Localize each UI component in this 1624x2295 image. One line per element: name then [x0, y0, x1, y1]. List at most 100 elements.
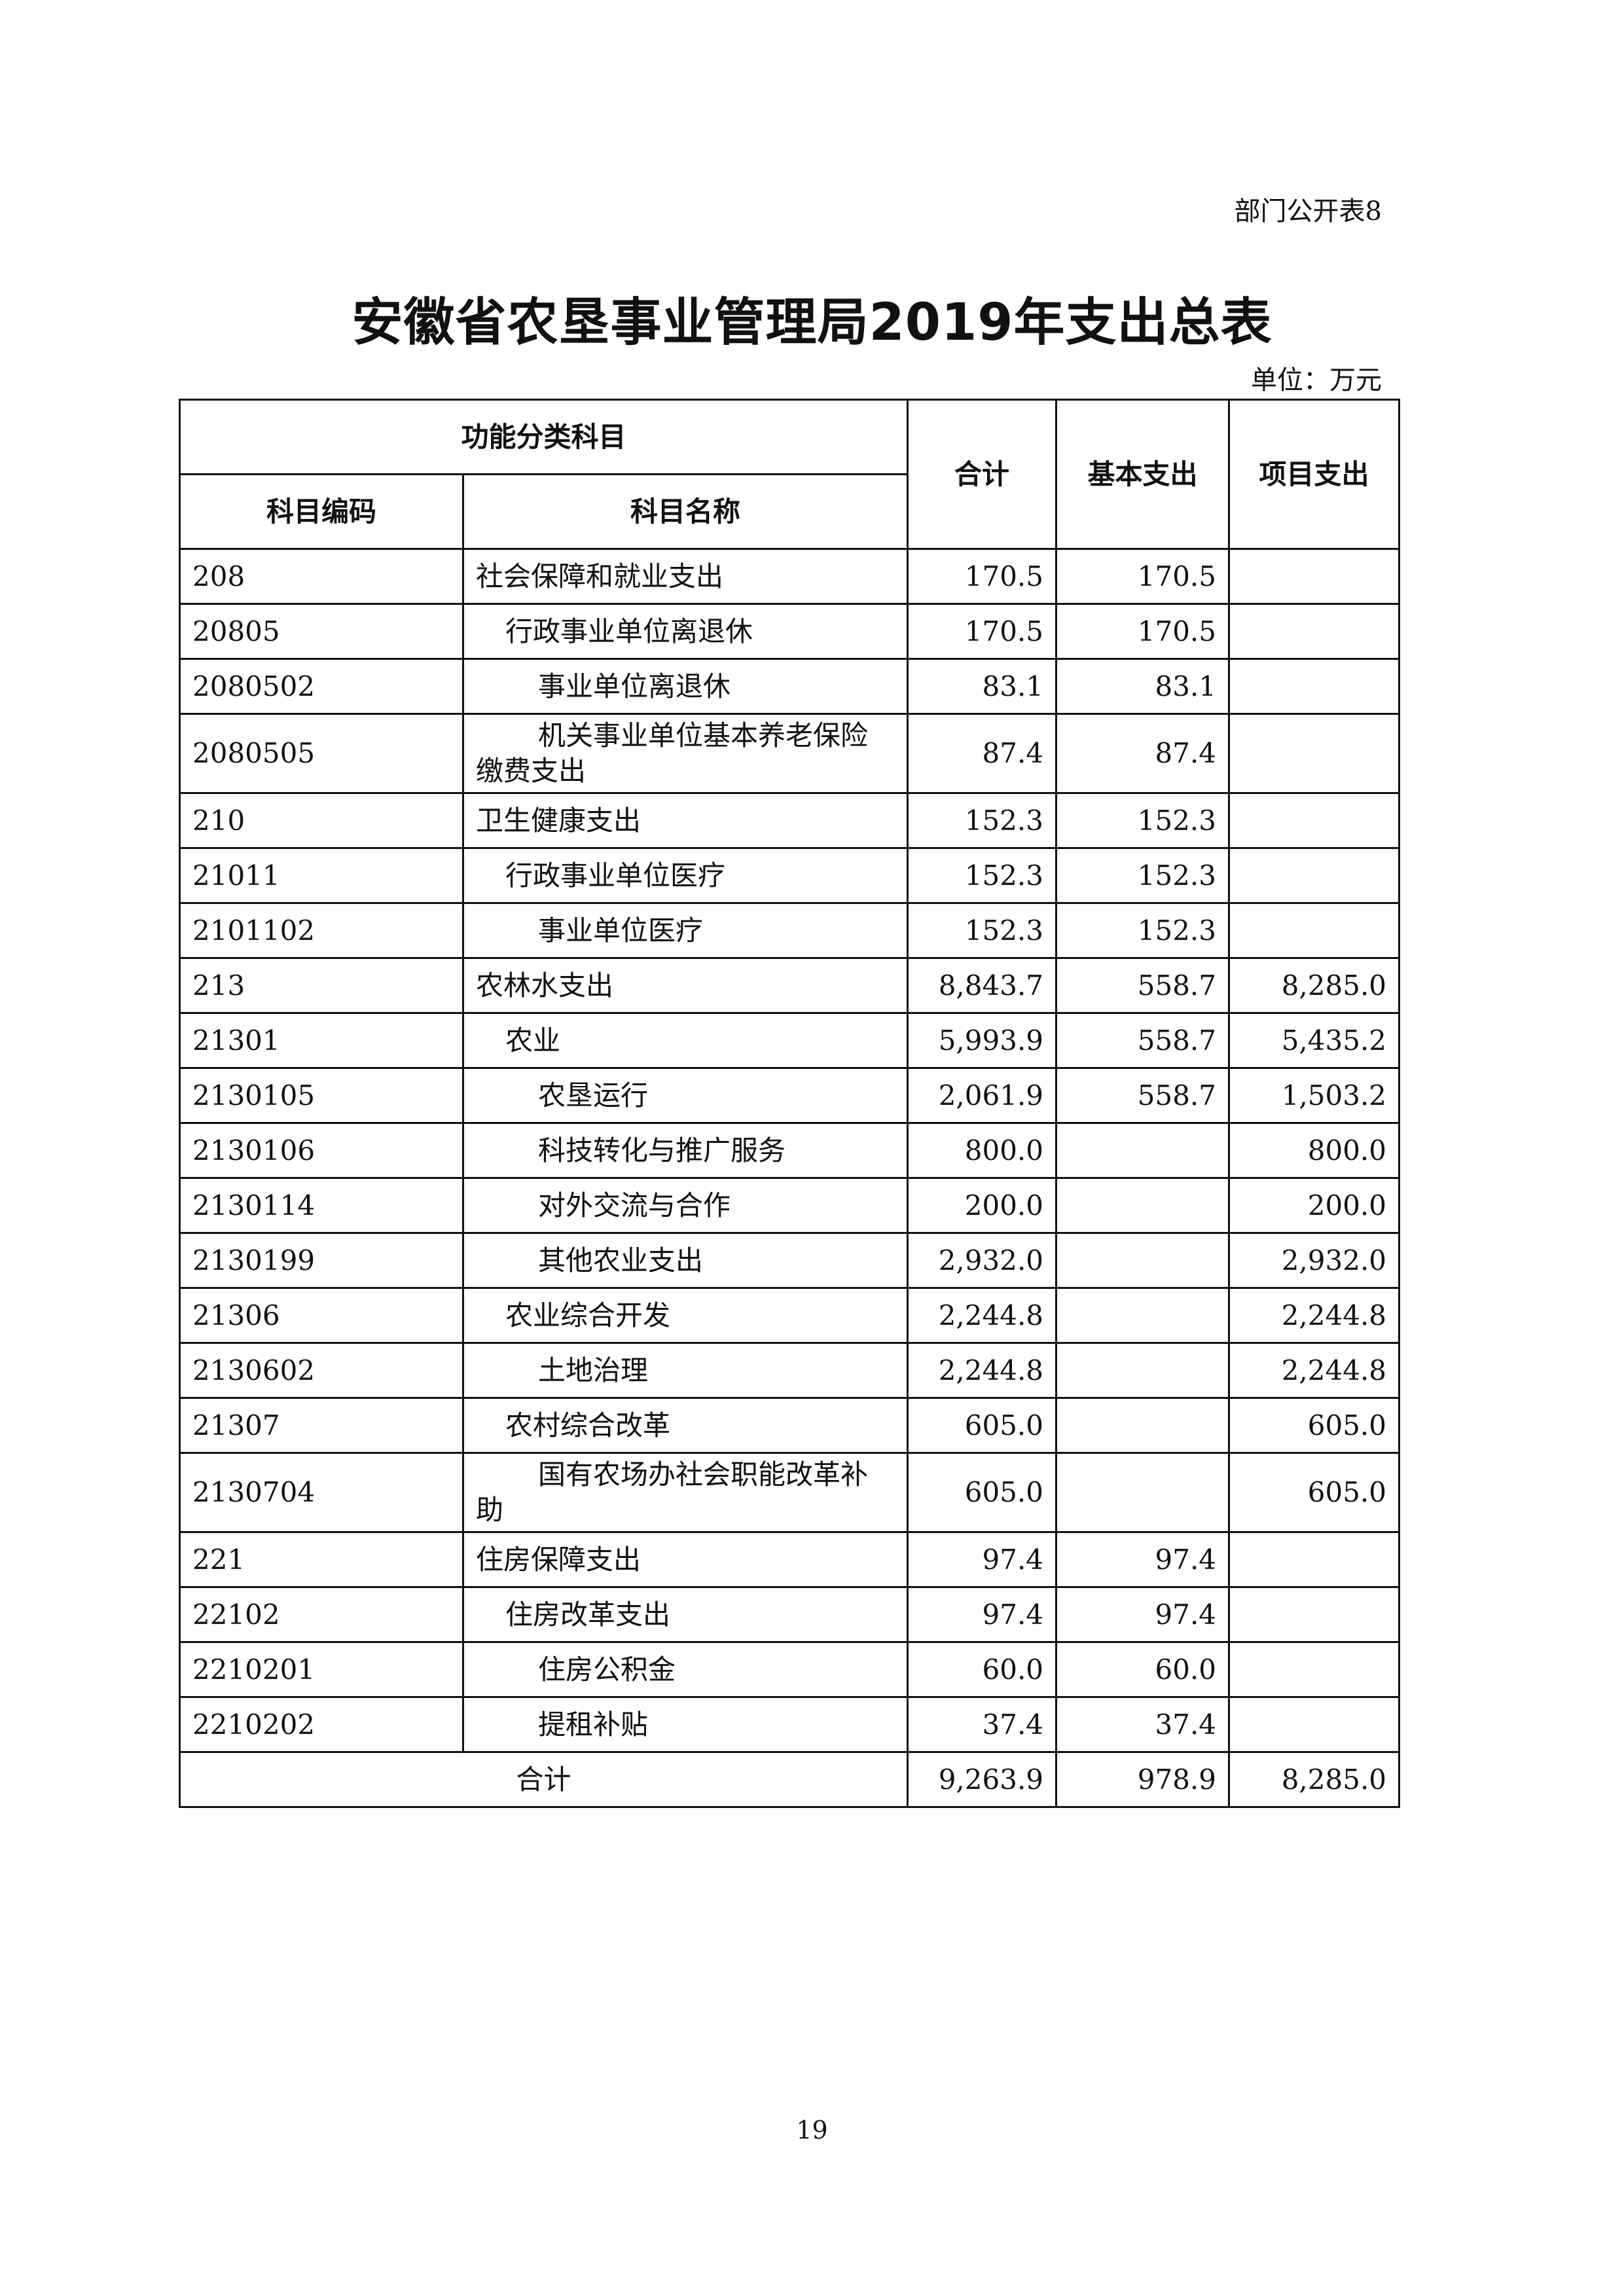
cell-total: 605.0 — [907, 1452, 1058, 1533]
grand-total-total: 9,263.9 — [907, 1751, 1058, 1808]
cell-project — [1228, 658, 1401, 715]
cell-total: 97.4 — [907, 1531, 1058, 1588]
cell-name: 住房改革支出 — [461, 1586, 909, 1643]
table-row: 2080505 机关事业单位基本养老保险缴费支出 87.4 87.4 — [179, 713, 1401, 794]
cell-project — [1228, 902, 1401, 959]
grand-total-project: 8,285.0 — [1228, 1751, 1401, 1808]
header-total: 合计 — [907, 399, 1058, 550]
cell-project — [1228, 1586, 1401, 1643]
cell-project — [1228, 792, 1401, 849]
cell-project — [1228, 603, 1401, 660]
cell-total: 5,993.9 — [907, 1012, 1058, 1069]
table-row: 213 农林水支出 8,843.7 558.7 8,285.0 — [179, 957, 1401, 1014]
cell-basic: 87.4 — [1055, 713, 1231, 794]
cell-total: 2,932.0 — [907, 1232, 1058, 1289]
cell-project — [1228, 1641, 1401, 1698]
cell-total: 152.3 — [907, 902, 1058, 959]
table-row: 2130199 其他农业支出 2,932.0 2,932.0 — [179, 1232, 1401, 1289]
cell-basic — [1055, 1342, 1231, 1399]
header-code: 科目编码 — [179, 473, 464, 550]
cell-basic: 558.7 — [1055, 1012, 1231, 1069]
cell-code: 2210202 — [179, 1696, 464, 1753]
cell-name: 农业 — [461, 1012, 909, 1069]
cell-project: 2,244.8 — [1228, 1287, 1401, 1344]
grand-total-label: 合计 — [178, 1751, 909, 1808]
cell-project — [1228, 548, 1401, 605]
cell-basic — [1055, 1122, 1231, 1179]
table-row: 2130704 国有农场办社会职能改革补助 605.0 605.0 — [179, 1452, 1401, 1533]
cell-basic — [1055, 1397, 1231, 1454]
cell-name: 事业单位医疗 — [461, 902, 909, 959]
cell-project — [1228, 713, 1401, 794]
cell-name: 住房公积金 — [461, 1641, 909, 1698]
cell-basic: 152.3 — [1055, 792, 1231, 849]
cell-code: 213 — [179, 957, 464, 1014]
cell-basic: 170.5 — [1055, 548, 1231, 605]
page-title: 安徽省农垦事业管理局2019年支出总表 — [352, 293, 1272, 352]
cell-code: 2130704 — [179, 1452, 464, 1533]
cell-basic: 152.3 — [1055, 902, 1231, 959]
cell-name: 行政事业单位离退休 — [461, 603, 909, 660]
cell-code: 2130199 — [179, 1232, 464, 1289]
cell-name: 科技转化与推广服务 — [461, 1122, 909, 1179]
cell-project — [1228, 1696, 1401, 1753]
cell-basic: 152.3 — [1055, 847, 1231, 904]
cell-basic: 558.7 — [1055, 957, 1231, 1014]
cell-total: 170.5 — [907, 548, 1058, 605]
table-row: 221 住房保障支出 97.4 97.4 — [179, 1531, 1401, 1588]
cell-code: 208 — [179, 548, 464, 605]
cell-code: 2130602 — [179, 1342, 464, 1399]
cell-name: 提租补贴 — [461, 1696, 909, 1753]
cell-name: 农业综合开发 — [461, 1287, 909, 1344]
cell-code: 2130106 — [179, 1122, 464, 1179]
cell-name: 对外交流与合作 — [461, 1177, 909, 1234]
cell-total: 2,244.8 — [907, 1342, 1058, 1399]
cell-name: 卫生健康支出 — [461, 792, 909, 849]
cell-project: 1,503.2 — [1228, 1067, 1401, 1124]
table-row: 21011 行政事业单位医疗 152.3 152.3 — [179, 847, 1401, 904]
cell-name: 农林水支出 — [461, 957, 909, 1014]
cell-code: 2130105 — [179, 1067, 464, 1124]
cell-name: 住房保障支出 — [461, 1531, 909, 1588]
cell-code: 21301 — [179, 1012, 464, 1069]
header-basic: 基本支出 — [1055, 399, 1231, 550]
cell-basic: 83.1 — [1055, 658, 1231, 715]
cell-project — [1228, 847, 1401, 904]
header-name: 科目名称 — [461, 473, 909, 550]
cell-name: 其他农业支出 — [461, 1232, 909, 1289]
cell-project: 2,244.8 — [1228, 1342, 1401, 1399]
cell-code: 21307 — [179, 1397, 464, 1454]
cell-basic: 170.5 — [1055, 603, 1231, 660]
cell-name: 国有农场办社会职能改革补助 — [461, 1452, 909, 1533]
table-row: 2130114 对外交流与合作 200.0 200.0 — [179, 1177, 1401, 1234]
cell-total: 152.3 — [907, 847, 1058, 904]
cell-code: 21011 — [179, 847, 464, 904]
cell-project — [1228, 1531, 1401, 1588]
cell-total: 60.0 — [907, 1641, 1058, 1698]
table-row: 21301 农业 5,993.9 558.7 5,435.2 — [179, 1012, 1401, 1069]
cell-name: 行政事业单位医疗 — [461, 847, 909, 904]
cell-total: 2,244.8 — [907, 1287, 1058, 1344]
cell-total: 800.0 — [907, 1122, 1058, 1179]
header-function-classification: 功能分类科目 — [178, 399, 909, 475]
cell-code: 20805 — [179, 603, 464, 660]
cell-code: 22102 — [179, 1586, 464, 1643]
cell-code: 2130114 — [179, 1177, 464, 1234]
page-number: 19 — [796, 2116, 828, 2144]
table-row: 2130105 农垦运行 2,061.9 558.7 1,503.2 — [179, 1067, 1401, 1124]
table-row: 21306 农业综合开发 2,244.8 2,244.8 — [179, 1287, 1401, 1344]
cell-total: 152.3 — [907, 792, 1058, 849]
cell-name: 土地治理 — [461, 1342, 909, 1399]
cell-basic: 97.4 — [1055, 1586, 1231, 1643]
cell-project: 605.0 — [1228, 1397, 1401, 1454]
cell-code: 210 — [179, 792, 464, 849]
cell-name: 农垦运行 — [461, 1067, 909, 1124]
table-row: 2130106 科技转化与推广服务 800.0 800.0 — [179, 1122, 1401, 1179]
cell-basic — [1055, 1232, 1231, 1289]
table-row: 22102 住房改革支出 97.4 97.4 — [179, 1586, 1401, 1643]
grand-total-basic: 978.9 — [1055, 1751, 1231, 1808]
cell-basic — [1055, 1177, 1231, 1234]
table-row: 2080502 事业单位离退休 83.1 83.1 — [179, 658, 1401, 715]
cell-name: 农村综合改革 — [461, 1397, 909, 1454]
cell-code: 2210201 — [179, 1641, 464, 1698]
